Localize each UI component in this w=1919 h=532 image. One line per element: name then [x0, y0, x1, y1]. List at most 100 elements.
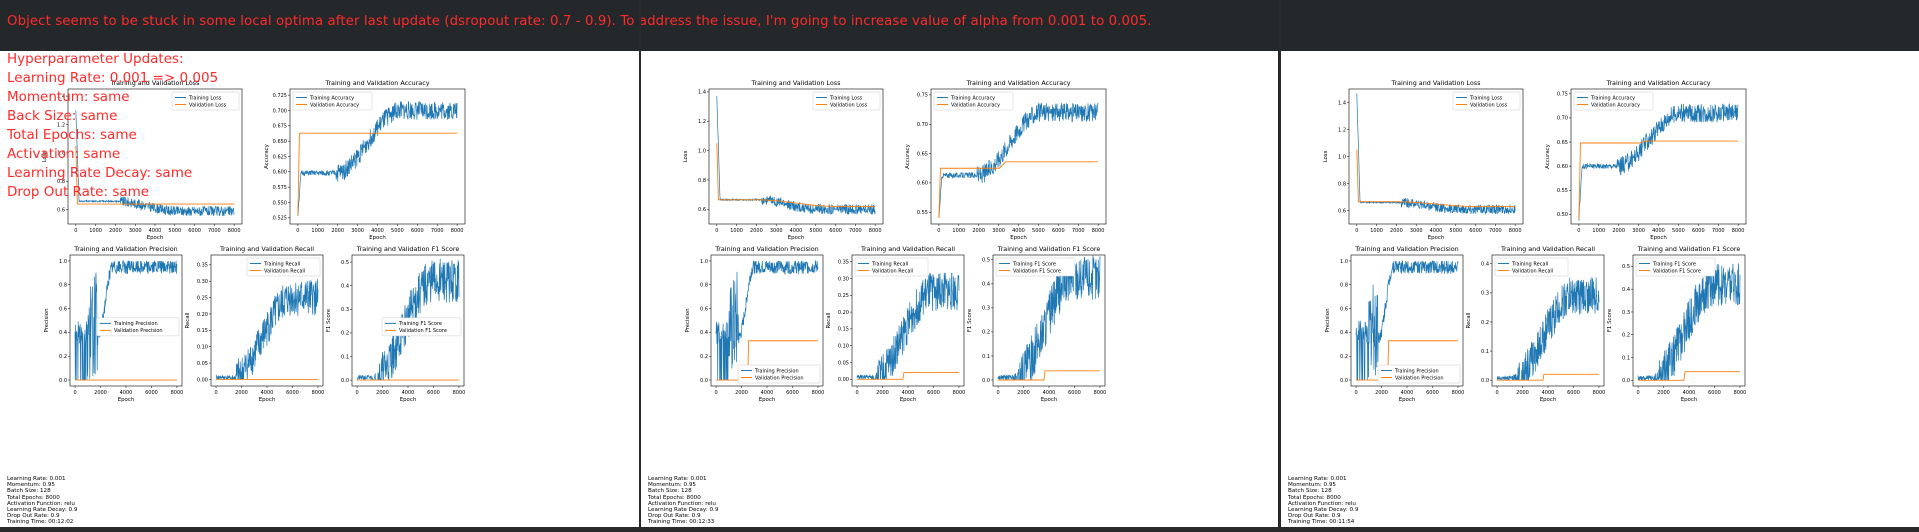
x-axis-label: Epoch [400, 397, 417, 403]
y-tick-label: 0.5 [982, 258, 990, 264]
x-tick-label: 2000 [1375, 390, 1388, 396]
legend-training-label: Training Recall [1511, 261, 1548, 267]
y-tick-label: 0.3 [341, 307, 349, 313]
training-info-line: Momentum: 0.95 [1288, 482, 1336, 489]
y-tick-label: 0.6 [698, 207, 706, 213]
chart-title: Training and Validation Loss [751, 79, 842, 87]
x-tick-label: 1000 [89, 228, 102, 234]
y-tick-label: 0.2 [1622, 333, 1630, 339]
y-tick-label: 0.525 [273, 216, 287, 222]
legend-validation-label: Validation Precision [114, 328, 163, 334]
chart-title: Training and Validation Accuracy [1605, 79, 1710, 87]
y-tick-label: 0.55 [917, 210, 928, 216]
legend-box [812, 91, 881, 111]
series-training [1637, 263, 1741, 381]
y-tick-label: 0.8 [1340, 283, 1348, 289]
legend-box [1635, 257, 1716, 277]
x-tick-label: 3000 [351, 228, 364, 234]
x-tick-label: 8000 [1452, 390, 1465, 396]
x-tick-label: 1000 [1592, 228, 1605, 234]
x-tick-label: 0 [855, 390, 858, 396]
y-tick-label: 0.3 [982, 306, 990, 312]
panel-divider [639, 0, 641, 532]
y-tick-label: 0.55 [1557, 188, 1568, 194]
chart-title: Training and Validation Precision [73, 245, 177, 253]
series-training [997, 255, 1101, 381]
chart-title: Training and Validation Accuracy [965, 79, 1070, 87]
notes-line: Total Epochs: same [7, 127, 137, 143]
legend-box [737, 364, 821, 384]
training-info-line: Training Time: 00:12:33 [648, 519, 715, 526]
x-tick-label: 2000 [1657, 390, 1670, 396]
x-tick-label: 7000 [208, 228, 221, 234]
y-tick-label: 0.2 [1340, 354, 1348, 360]
training-info-line: Activation Function: relu [1288, 500, 1356, 507]
x-tick-label: 6000 [427, 390, 440, 396]
legend-validation-label: Validation Recall [1512, 268, 1553, 274]
y-tick-label: 0.4 [1340, 330, 1348, 336]
x-tick-label: 4000 [761, 390, 774, 396]
training-info-line: Total Epochs: 8000 [648, 494, 701, 501]
legend-validation-label: Validation F1 Score [1013, 268, 1061, 274]
y-tick-label: 0.6 [57, 208, 65, 214]
x-tick-label: 6000 [829, 228, 842, 234]
series-training [75, 110, 235, 217]
legend-training-label: Training Accuracy [1590, 95, 1635, 101]
x-tick-label: 3000 [1632, 228, 1645, 234]
y-axis-label: Loss [683, 150, 689, 162]
y-tick-label: 0.625 [273, 154, 287, 160]
legend-box [854, 257, 929, 277]
training-info-line: Training Time: 00:12:02 [7, 519, 74, 526]
x-tick-label: 6000 [1692, 228, 1705, 234]
legend-box [1573, 91, 1654, 111]
y-tick-label: 0.1 [1481, 349, 1489, 355]
y-tick-label: 0.6 [59, 306, 67, 312]
x-tick-label: 8000 [453, 390, 466, 396]
legend-training-label: Training F1 Score [398, 321, 442, 327]
x-tick-label: 2000 [109, 228, 122, 234]
y-tick-label: 0.0 [700, 378, 708, 384]
annotation-banner: Object seems to be stuck in some local o… [7, 14, 1152, 29]
x-tick-label: 4000 [902, 390, 915, 396]
y-tick-label: 0.3 [1622, 310, 1630, 316]
legend-validation-label: Validation Precision [1395, 375, 1444, 381]
x-tick-label: 7000 [1489, 228, 1502, 234]
y-tick-label: 0.1 [1622, 355, 1630, 361]
x-tick-label: 6000 [927, 390, 940, 396]
training-info-line: Training Time: 00:11:54 [1288, 519, 1355, 526]
x-tick-label: 4000 [1683, 390, 1696, 396]
legend-training-label: Training Loss [188, 95, 222, 101]
chart-title: Training and Validation Recall [1500, 245, 1595, 253]
y-tick-label: 0.0 [341, 378, 349, 384]
y-tick-label: 1.2 [57, 122, 65, 128]
y-tick-label: 0.70 [1557, 116, 1568, 122]
series-training [1355, 260, 1459, 381]
training-info-line: Learning Rate Decay: 0.9 [1288, 507, 1359, 514]
x-tick-label: 2000 [94, 390, 107, 396]
x-tick-label: 0 [355, 390, 358, 396]
notes-line: Learning Rate: 0.001 => 0.005 [7, 70, 219, 86]
chart-title: Training and Validation Recall [860, 245, 955, 253]
y-tick-label: 1.0 [698, 148, 706, 154]
series-validation [297, 132, 458, 215]
x-tick-label: 4000 [371, 228, 384, 234]
series-validation [1578, 140, 1739, 220]
y-tick-label: 0.600 [273, 170, 287, 176]
x-tick-label: 2000 [376, 390, 389, 396]
y-tick-label: 1.2 [1338, 127, 1346, 133]
notes-line: Activation: same [7, 146, 121, 162]
series-training [1496, 277, 1600, 382]
y-tick-label: 0.8 [698, 178, 706, 184]
x-tick-label: 3000 [129, 228, 142, 234]
x-tick-label: 4000 [402, 390, 415, 396]
chart-precision: Training and Validation Precision 0.0 0.2 0… [685, 245, 824, 403]
x-tick-label: 3000 [992, 228, 1005, 234]
x-tick-label: 8000 [1094, 390, 1107, 396]
chart-loss: Training and Validation Loss 0.6 0.8 1.0 1.2… [1323, 79, 1524, 241]
series-training [1578, 103, 1739, 221]
training-info-line: Batch Size: 128 [648, 488, 692, 495]
legend-validation-label: Validation Recall [264, 268, 305, 274]
y-tick-label: 0.6 [700, 306, 708, 312]
x-tick-label: 8000 [1509, 228, 1522, 234]
y-axis-label: Accuracy [905, 143, 911, 168]
